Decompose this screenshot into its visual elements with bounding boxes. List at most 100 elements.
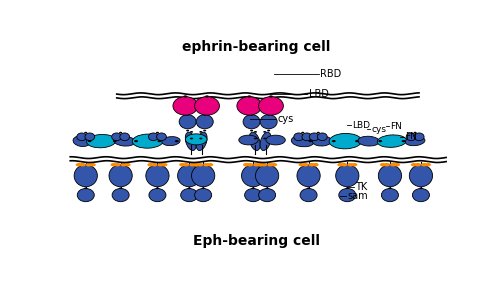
Ellipse shape	[74, 165, 98, 187]
Ellipse shape	[196, 115, 213, 129]
Circle shape	[378, 140, 382, 142]
Ellipse shape	[358, 136, 380, 146]
Circle shape	[113, 140, 117, 142]
Circle shape	[384, 163, 390, 166]
Circle shape	[188, 187, 191, 189]
Circle shape	[254, 138, 257, 139]
Circle shape	[388, 187, 392, 189]
Circle shape	[301, 132, 304, 134]
Ellipse shape	[244, 188, 262, 202]
Circle shape	[151, 163, 158, 166]
Circle shape	[193, 163, 200, 166]
Text: TK: TK	[355, 182, 368, 192]
Ellipse shape	[173, 97, 198, 115]
Ellipse shape	[318, 133, 327, 141]
Circle shape	[197, 163, 203, 166]
Circle shape	[186, 130, 189, 132]
Ellipse shape	[243, 115, 260, 129]
Ellipse shape	[109, 165, 132, 187]
Circle shape	[351, 163, 358, 166]
Ellipse shape	[292, 136, 314, 147]
Ellipse shape	[149, 188, 166, 202]
Circle shape	[394, 163, 400, 166]
Circle shape	[84, 132, 87, 134]
Circle shape	[76, 163, 82, 166]
Circle shape	[203, 114, 206, 116]
Ellipse shape	[132, 134, 163, 148]
Ellipse shape	[412, 188, 430, 202]
Ellipse shape	[336, 165, 359, 187]
Circle shape	[148, 163, 154, 166]
Circle shape	[86, 163, 92, 166]
Text: FN: FN	[390, 122, 402, 131]
Circle shape	[346, 187, 349, 189]
Circle shape	[88, 140, 92, 142]
Ellipse shape	[260, 132, 271, 150]
Circle shape	[414, 163, 421, 166]
Ellipse shape	[178, 165, 201, 187]
Circle shape	[302, 163, 308, 166]
Ellipse shape	[258, 188, 276, 202]
Circle shape	[253, 163, 260, 166]
Ellipse shape	[179, 115, 196, 129]
Circle shape	[308, 140, 312, 142]
Ellipse shape	[294, 133, 304, 141]
Circle shape	[114, 163, 120, 166]
Circle shape	[90, 163, 96, 166]
Circle shape	[156, 132, 159, 134]
Text: cys: cys	[278, 114, 294, 124]
Ellipse shape	[258, 97, 283, 115]
Ellipse shape	[260, 115, 277, 129]
Circle shape	[203, 130, 206, 132]
Circle shape	[341, 163, 347, 166]
Text: sam: sam	[348, 190, 368, 200]
Circle shape	[250, 114, 253, 116]
Ellipse shape	[194, 97, 220, 115]
Ellipse shape	[186, 132, 196, 150]
Circle shape	[252, 187, 254, 189]
Ellipse shape	[410, 165, 432, 187]
Ellipse shape	[194, 188, 212, 202]
Circle shape	[269, 95, 273, 98]
Circle shape	[337, 163, 344, 166]
Ellipse shape	[180, 188, 198, 202]
Circle shape	[158, 140, 162, 142]
Circle shape	[156, 187, 159, 189]
Text: FN: FN	[406, 132, 417, 141]
Circle shape	[267, 130, 270, 132]
Circle shape	[190, 131, 193, 133]
Circle shape	[202, 187, 204, 189]
Text: ephrin-bearing cell: ephrin-bearing cell	[182, 40, 330, 54]
Ellipse shape	[239, 135, 258, 145]
Circle shape	[134, 140, 138, 142]
Ellipse shape	[406, 133, 416, 141]
Ellipse shape	[302, 133, 312, 141]
Ellipse shape	[382, 188, 398, 202]
Circle shape	[205, 95, 209, 98]
Circle shape	[184, 95, 188, 98]
Ellipse shape	[300, 188, 317, 202]
Circle shape	[298, 163, 304, 166]
Ellipse shape	[266, 135, 285, 145]
Circle shape	[307, 187, 310, 189]
Ellipse shape	[406, 136, 425, 146]
Circle shape	[257, 163, 263, 166]
Circle shape	[425, 163, 431, 166]
Circle shape	[247, 163, 253, 166]
Circle shape	[263, 131, 266, 133]
Ellipse shape	[339, 188, 356, 202]
Text: LBD: LBD	[308, 89, 328, 99]
Text: RBD: RBD	[320, 69, 342, 79]
Ellipse shape	[77, 133, 86, 141]
Circle shape	[186, 114, 189, 116]
Circle shape	[124, 163, 130, 166]
Circle shape	[175, 140, 179, 142]
Circle shape	[332, 140, 336, 142]
Ellipse shape	[156, 133, 166, 141]
Ellipse shape	[112, 188, 129, 202]
Circle shape	[250, 130, 253, 132]
Ellipse shape	[414, 133, 424, 141]
Circle shape	[316, 132, 320, 134]
Ellipse shape	[86, 134, 116, 148]
Circle shape	[80, 163, 86, 166]
